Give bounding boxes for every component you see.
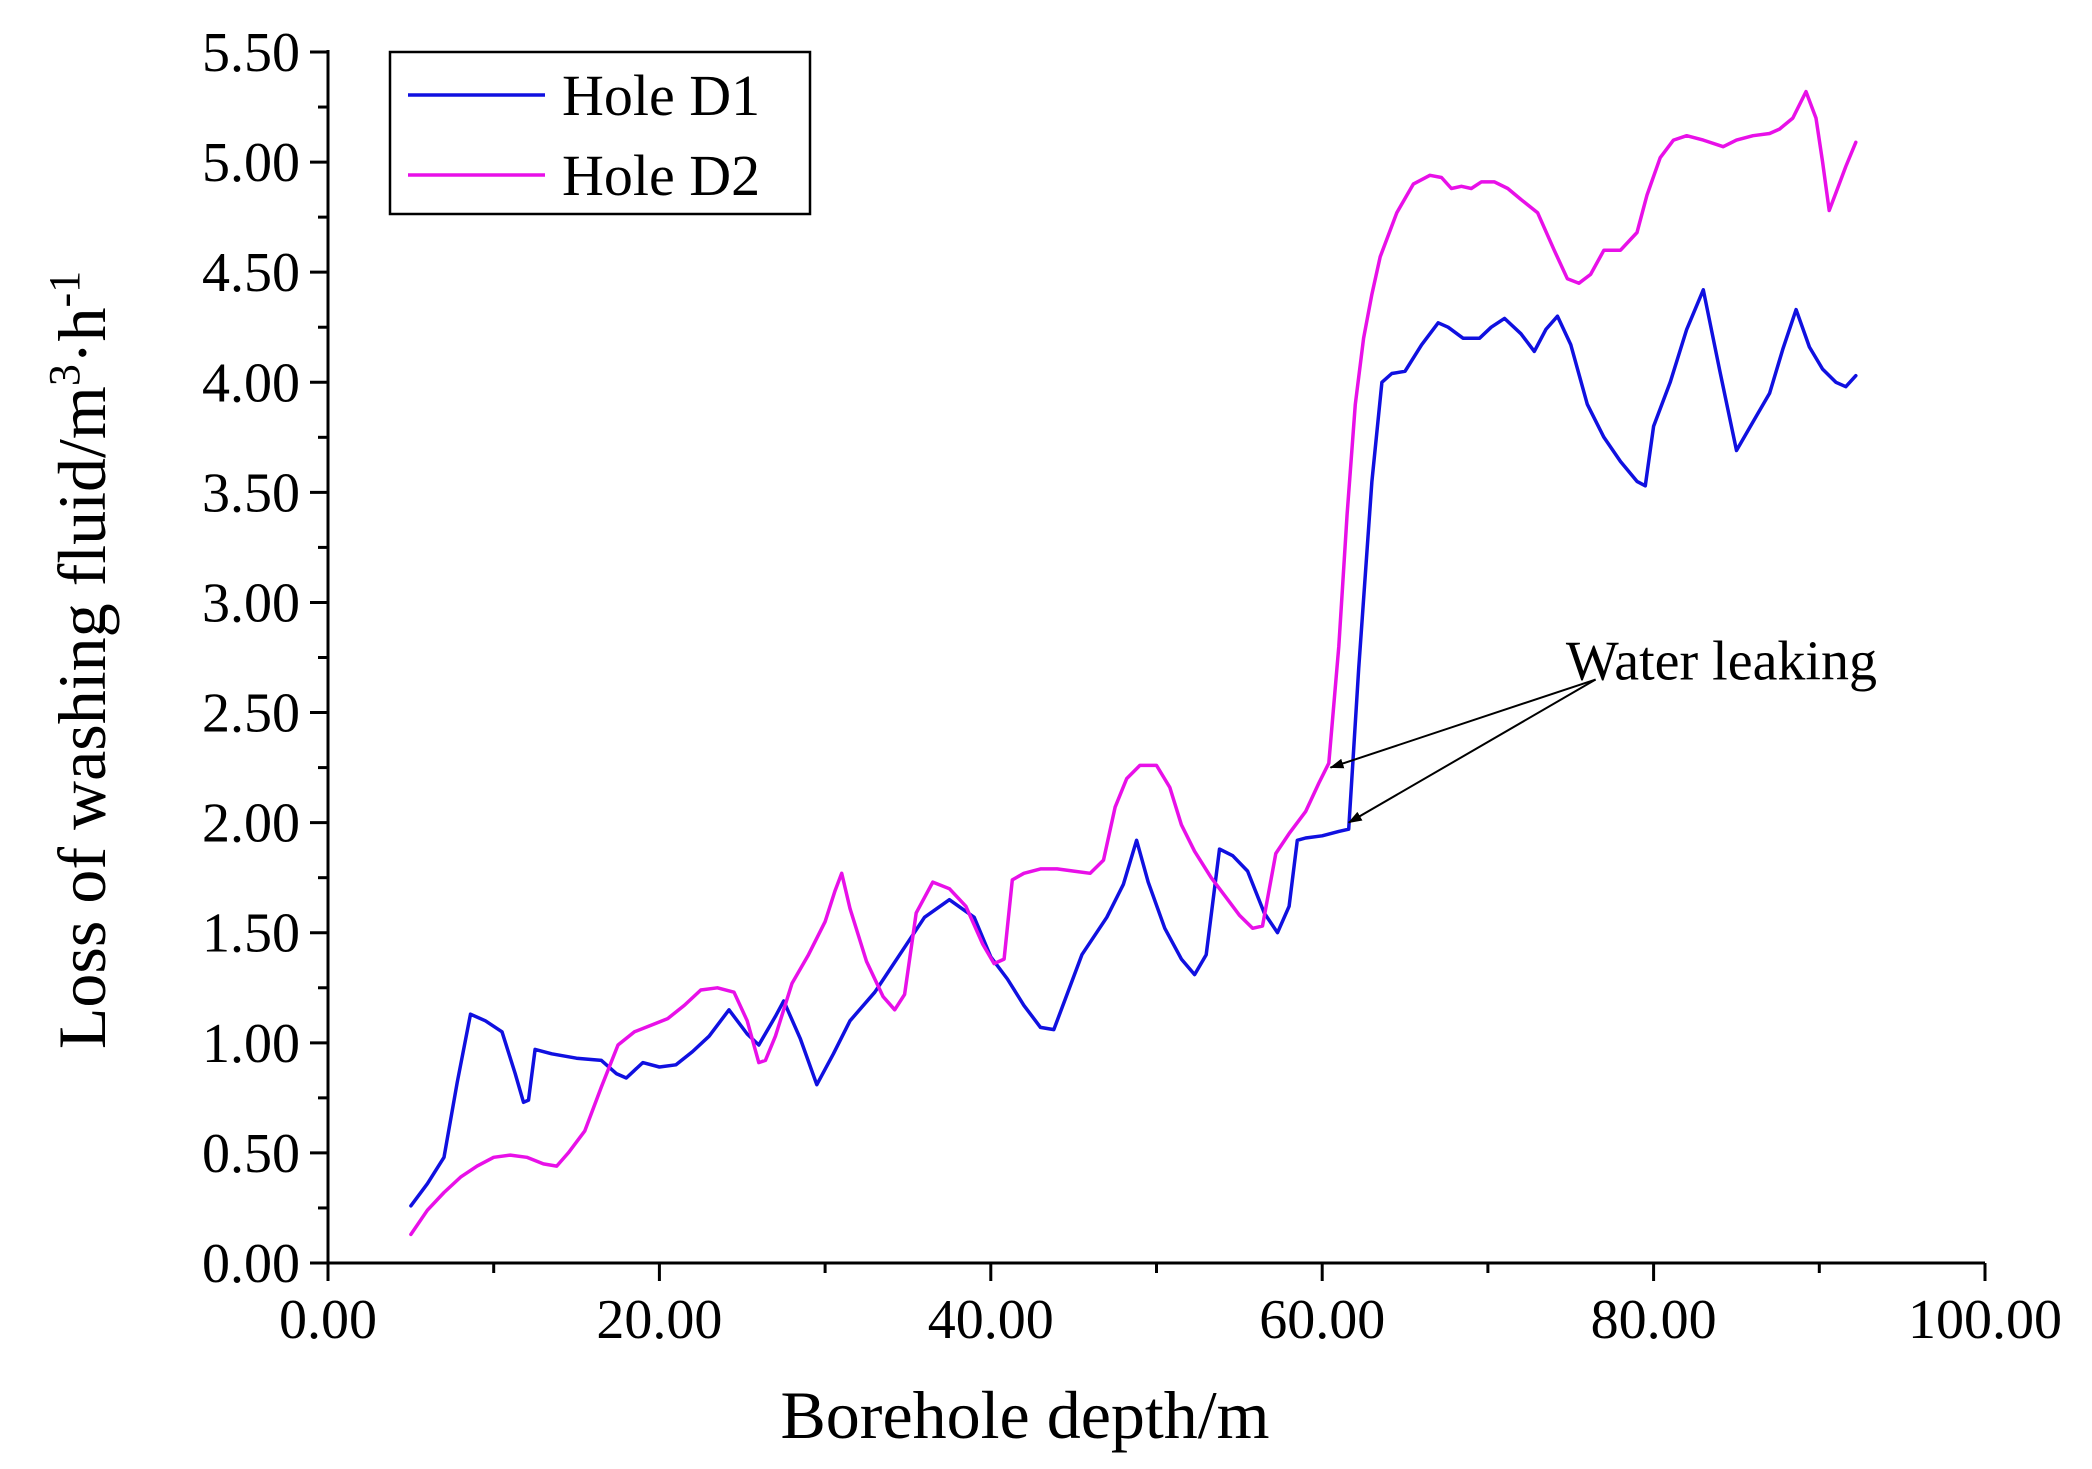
y-tick-label: 4.50 [202,242,300,304]
x-tick-label: 20.00 [596,1289,722,1351]
x-axis-title: Borehole depth/m [780,1377,1269,1453]
x-tick-label: 80.00 [1591,1289,1717,1351]
x-axis: 0.00 20.00 40.00 60.00 80.00 100.00 [279,1261,2062,1351]
x-tick-label: 60.00 [1259,1289,1385,1351]
annotation-layer: Water leaking [1329,631,1877,824]
x-tick-label: 40.00 [928,1289,1054,1351]
y-tick-label: 5.50 [202,22,300,84]
y-tick-label: 0.50 [202,1123,300,1185]
y-axis-title: Loss of washing fluid/m3·h-1 [40,271,120,1049]
y-tick-label: 0.00 [202,1233,300,1295]
y-tick-label: 5.00 [202,132,300,194]
y-axis: 0.00 0.50 1.00 1.50 2.00 2.50 3.00 3.50 4.00 4.50… [202,22,330,1295]
legend-label-hole-d2: Hole D2 [562,143,760,208]
series-layer [409,89,1858,1237]
legend-box [388,50,812,216]
annotation-arrow [1347,678,1597,824]
annotation-arrow [1329,678,1596,769]
x-tick-label: 100.00 [1908,1289,2062,1351]
series-line-hole-d2 [409,89,1858,1237]
legend: Hole D1 Hole D2 [388,50,812,216]
x-tick-label: 0.00 [279,1289,377,1351]
annotation-label: Water leaking [1566,631,1877,693]
y-axis-title-main: Loss of washing fluid/m [44,386,120,1049]
y-tick-label: 3.00 [202,572,300,634]
y-tick-label: 2.50 [202,683,300,745]
y-tick-label: 1.50 [202,903,300,965]
y-tick-label: 3.50 [202,462,300,524]
y-tick-label: 1.00 [202,1013,300,1075]
y-tick-label: 2.00 [202,793,300,855]
y-axis-title-mid: ·h [44,308,120,365]
y-axis-title-sup-3: 3 [40,364,89,386]
legend-label-hole-d1: Hole D1 [562,63,760,128]
series-line-hole-d1 [409,288,1858,1208]
y-axis-title-sup-neg1: -1 [40,271,89,308]
y-tick-label: 4.00 [202,352,300,414]
